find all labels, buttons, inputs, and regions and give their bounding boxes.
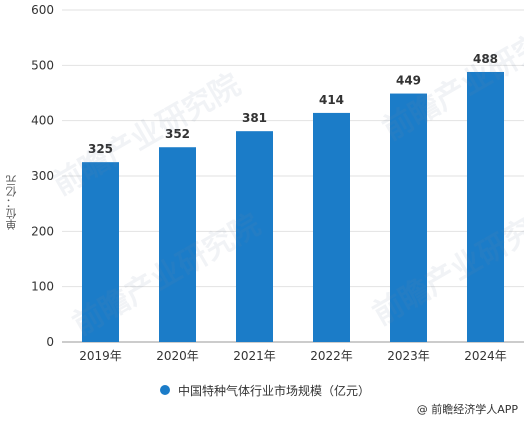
legend-label: 中国特种气体行业市场规模（亿元） [178,383,371,398]
data-label: 488 [473,52,498,66]
x-tick-label: 2019年 [79,349,122,363]
y-tick-label: 600 [31,3,54,17]
y-tick-label: 500 [31,58,54,72]
y-axis-label: 单位：亿元 [5,175,18,230]
data-label: 449 [396,74,421,88]
data-label: 352 [165,127,190,141]
y-tick-label: 400 [31,114,54,128]
legend-marker [160,385,170,395]
source-credit: @ 前瞻经济学人APP [416,403,518,416]
legend: 中国特种气体行业市场规模（亿元） [160,381,370,399]
y-tick-label: 0 [46,335,54,349]
data-label: 325 [88,142,113,156]
x-tick-label: 2023年 [387,349,430,363]
bar [467,71,504,343]
y-tick-label: 300 [31,169,54,183]
y-tick-label: 100 [31,280,54,294]
x-tick-label: 2020年 [156,349,199,363]
y-tick-label: 200 [31,224,54,238]
x-tick-label: 2024年 [464,349,507,363]
bar [313,112,350,342]
bar [390,93,427,342]
data-label: 381 [242,111,267,125]
bar [236,131,273,342]
x-tick-label: 2022年 [310,349,353,363]
bar [82,162,119,342]
data-label: 414 [319,93,344,107]
x-tick-label: 2021年 [233,349,276,363]
bar [159,147,196,342]
